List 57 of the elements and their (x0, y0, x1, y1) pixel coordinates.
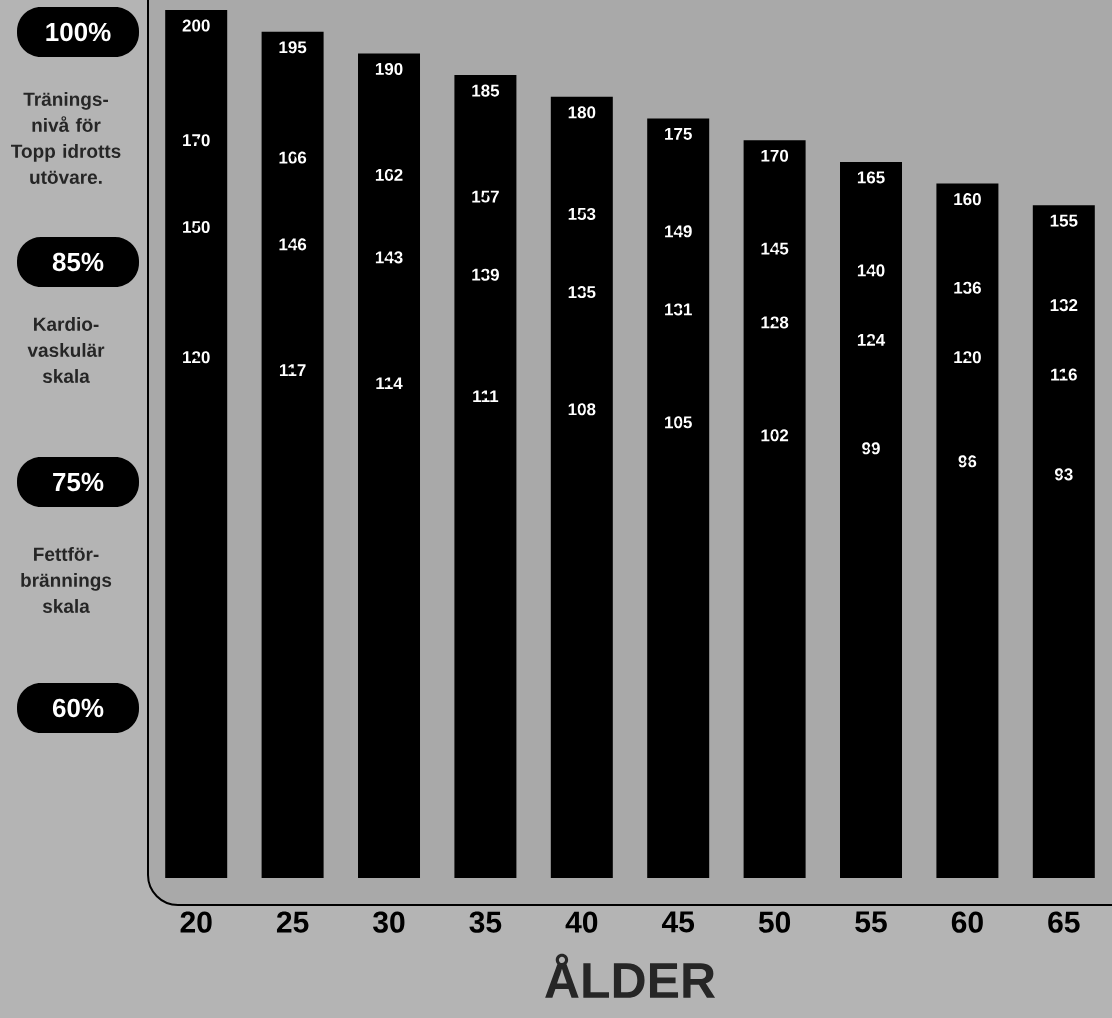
data-label: 195 (279, 41, 307, 54)
data-label: 170 (761, 149, 789, 162)
data-label: 96 (958, 455, 977, 468)
x-tick-label: 60 (951, 911, 983, 933)
data-label: 165 (857, 171, 885, 184)
data-label: 132 (1050, 299, 1078, 312)
data-label: 114 (376, 377, 403, 390)
data-label: 146 (279, 238, 307, 251)
data-label: 157 (472, 190, 499, 203)
data-label: 120 (183, 351, 210, 364)
data-label: 93 (1054, 468, 1073, 481)
text: 100% (46, 22, 111, 42)
data-label: 108 (568, 403, 596, 416)
x-tick-label: 45 (661, 911, 695, 933)
text: Fettför-brännings skala (21, 547, 112, 613)
data-label: 185 (472, 84, 500, 97)
data-label: 128 (761, 316, 789, 329)
data-label: 139 (472, 268, 499, 281)
x-tick-label: 25 (276, 911, 309, 933)
text: 85% (52, 252, 104, 272)
data-label: 140 (857, 264, 885, 277)
data-label: 116 (1051, 368, 1077, 381)
x-tick-label: 50 (758, 911, 791, 933)
data-label: 131 (665, 303, 692, 316)
text: Tränings-nivå för Topp idrotts utövare. (11, 92, 121, 184)
data-label: 180 (568, 106, 596, 119)
data-label: 166 (279, 151, 307, 164)
text: 75% (53, 472, 104, 492)
data-label: 149 (665, 225, 692, 238)
data-label: 99 (862, 442, 880, 455)
data-label: 120 (954, 351, 981, 364)
data-label: 124 (857, 333, 886, 346)
x-tick-label: 55 (855, 911, 887, 933)
data-label: 111 (473, 390, 499, 403)
data-label: 153 (568, 207, 596, 220)
text: 60% (52, 698, 104, 718)
data-label: 155 (1050, 214, 1078, 227)
data-label: 143 (375, 251, 403, 264)
x-tick-label: 30 (373, 911, 405, 933)
data-label: 102 (761, 429, 789, 442)
data-label: 162 (375, 168, 403, 181)
data-label: 105 (665, 416, 692, 429)
x-tick-label: 35 (469, 911, 502, 933)
x-tick-label: 65 (1048, 911, 1080, 933)
data-label: 160 (954, 193, 981, 206)
x-tick-label: 20 (180, 911, 212, 933)
x-axis-title: ÅLDER (545, 953, 716, 998)
data-label: 190 (375, 62, 403, 75)
data-label: 175 (665, 128, 692, 140)
data-label: 170 (183, 134, 210, 147)
data-label: 135 (568, 286, 596, 299)
data-label: 145 (761, 242, 789, 255)
data-label: 150 (183, 220, 210, 234)
data-label: 136 (954, 281, 981, 294)
text: Kardio-vaskulär skala (27, 317, 105, 383)
data-label: 200 (182, 19, 210, 32)
x-tick-label: 40 (565, 911, 598, 933)
